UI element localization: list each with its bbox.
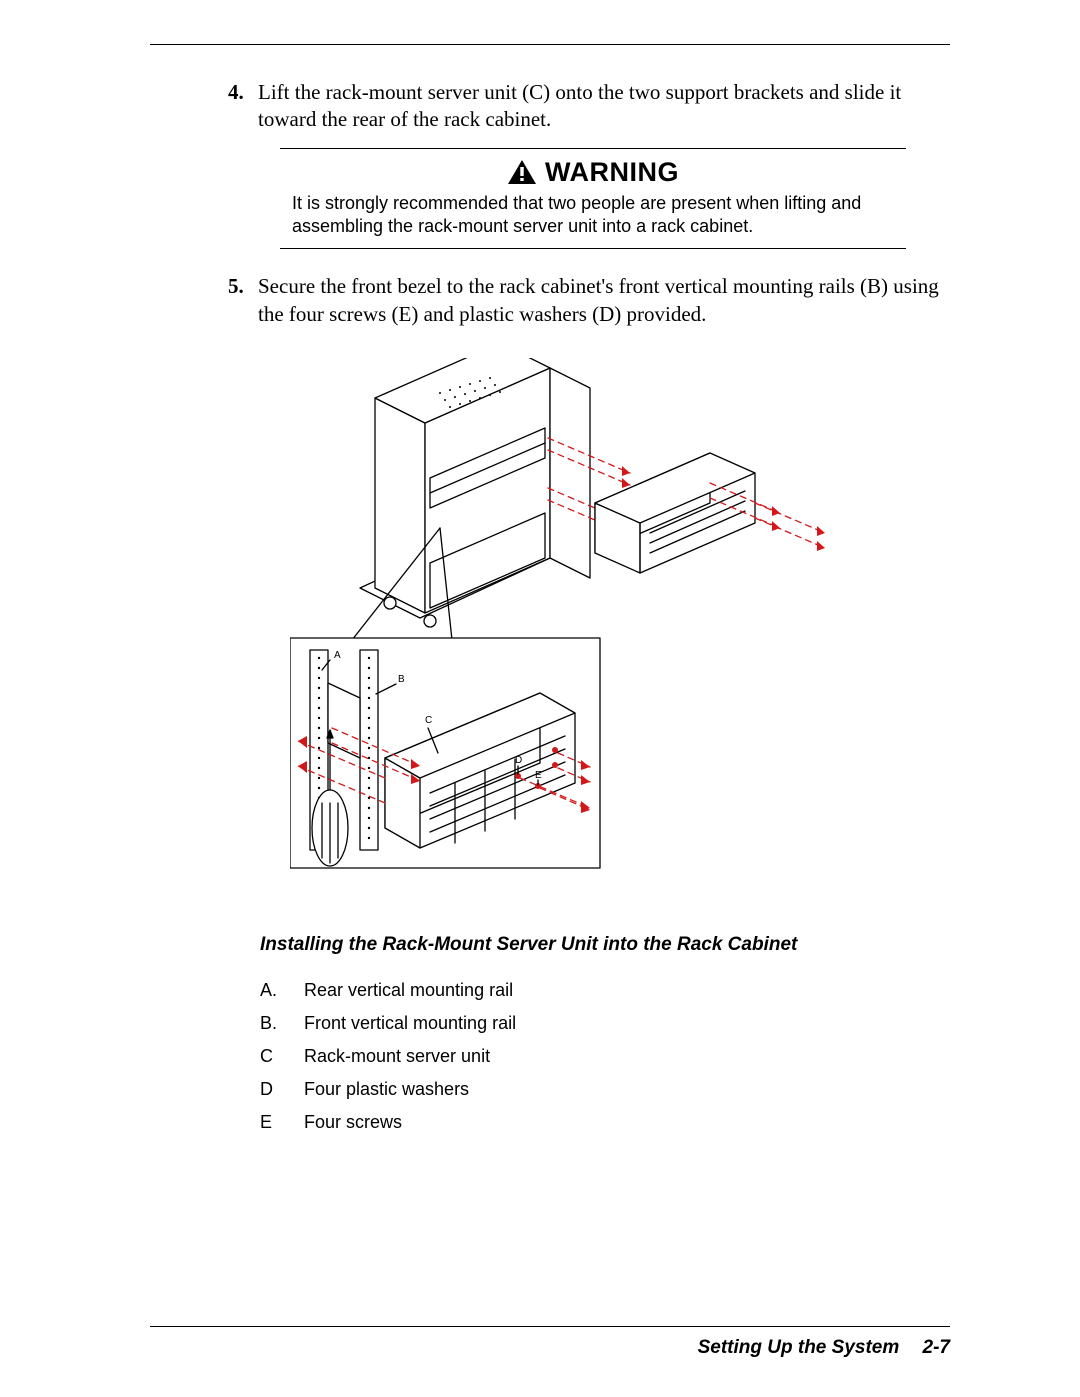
legend-text: Rear vertical mounting rail [304, 980, 513, 1001]
warning-triangle-icon [507, 159, 537, 185]
step-number: 5. [228, 273, 258, 328]
top-rule [150, 44, 950, 45]
callout-d: D [515, 755, 522, 766]
legend-row: C Rack-mount server unit [260, 1046, 950, 1067]
legend-text: Front vertical mounting rail [304, 1013, 516, 1034]
page-footer: Setting Up the System 2-7 [150, 1326, 950, 1359]
legend-key: E [260, 1112, 304, 1133]
callout-c: C [425, 715, 432, 726]
callout-a: A [334, 650, 341, 661]
footer-text: Setting Up the System 2-7 [150, 1337, 950, 1359]
legend-row: A. Rear vertical mounting rail [260, 980, 950, 1001]
legend-key: A. [260, 980, 304, 1001]
step-text: Lift the rack-mount server unit (C) onto… [258, 79, 950, 134]
step-text: Secure the front bezel to the rack cabin… [258, 273, 950, 328]
legend-row: E Four screws [260, 1112, 950, 1133]
legend-text: Rack-mount server unit [304, 1046, 490, 1067]
warning-label: WARNING [545, 157, 679, 188]
legend-key: C [260, 1046, 304, 1067]
legend-key: B. [260, 1013, 304, 1034]
figure-legend: A. Rear vertical mounting rail B. Front … [260, 980, 950, 1133]
legend-row: D Four plastic washers [260, 1079, 950, 1100]
document-page: 4. Lift the rack-mount server unit (C) o… [0, 0, 1080, 1397]
figure-rack-install: A B C D E [290, 358, 850, 888]
warning-header: WARNING [280, 157, 906, 188]
footer-rule [150, 1326, 950, 1327]
warning-body: It is strongly recommended that two peop… [280, 192, 906, 239]
legend-text: Four screws [304, 1112, 402, 1133]
warning-box: WARNING It is strongly recommended that … [280, 148, 906, 250]
step-number: 4. [228, 79, 258, 134]
footer-section: Setting Up the System [698, 1337, 900, 1358]
step-4: 4. Lift the rack-mount server unit (C) o… [228, 79, 950, 134]
legend-key: D [260, 1079, 304, 1100]
footer-page: 2-7 [923, 1337, 950, 1358]
callout-e: E [535, 770, 542, 781]
legend-row: B. Front vertical mounting rail [260, 1013, 950, 1034]
step-5: 5. Secure the front bezel to the rack ca… [228, 273, 950, 328]
figure-caption: Installing the Rack-Mount Server Unit in… [260, 934, 950, 956]
legend-text: Four plastic washers [304, 1079, 469, 1100]
callout-b: B [398, 674, 405, 685]
